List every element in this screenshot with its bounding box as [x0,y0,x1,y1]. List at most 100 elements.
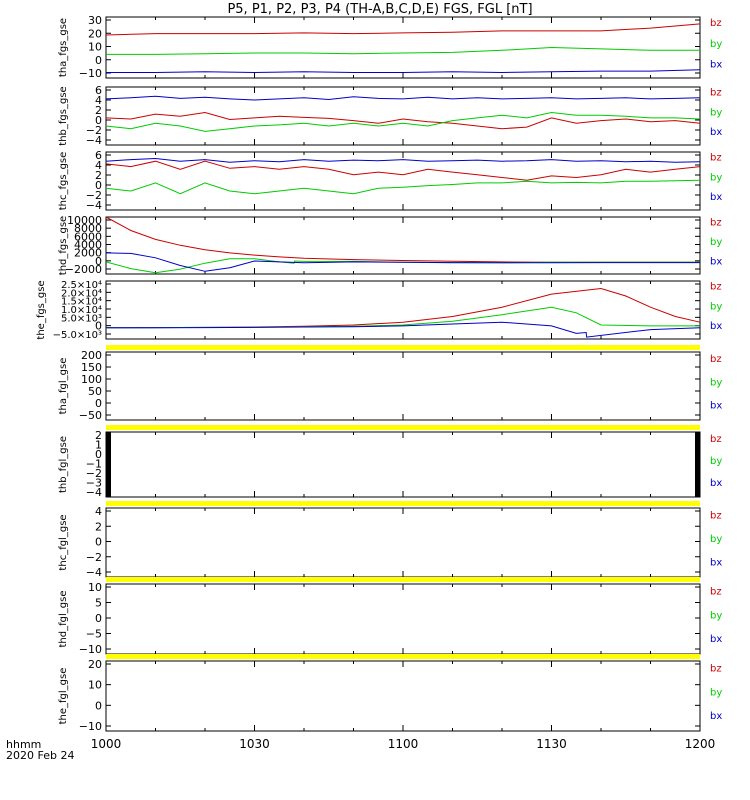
legend-bz: bz [710,18,722,29]
panel-frame [105,583,701,655]
y-tick-label: −2 [86,189,102,202]
edge-block [106,432,111,497]
series-bz [105,287,701,329]
legend-by: by [710,456,722,467]
no-data-bar [106,425,700,430]
legend-by: by [710,39,722,50]
y-tick-label: −10 [79,720,102,733]
x-tick-label: 1130 [536,737,567,751]
series-bz [105,111,701,130]
legend-by: by [710,107,722,118]
y-tick-label: 0 [95,536,102,549]
series-bx [105,321,701,338]
y-tick-label: 20 [88,658,102,671]
legend-bx: bx [710,60,722,71]
y-tick-label: 10000 [67,214,102,227]
legend-by: by [710,610,722,621]
y-axis-label: the_fgs_gse [36,280,47,339]
y-axis-label: thb_fgl_gse [58,436,69,493]
panel-frame [105,351,701,421]
legend-bz: bz [710,664,722,675]
panel-thc_fgl_gse: 4 2 0 −2 −4 thc_fgl_gse bz by bx [58,501,722,579]
panel-the_fgs_gse: 2.5×10⁴2.0×10⁴1.5×10⁴1.0×10⁴5.0×10³0−5.0… [36,280,722,341]
legend-bz: bz [710,218,722,229]
panel-frame [105,431,701,498]
legend-bz: bz [710,510,722,521]
x-tick-label: 1030 [239,737,270,751]
y-tick-label: 2 [95,520,102,533]
legend-bx: bx [710,711,722,722]
y-tick-label: −10 [79,643,102,656]
y-tick-label: 6000 [74,230,102,243]
y-axis-label: thc_fgs_gse [58,152,69,211]
y-axis-label: tha_fgl_gse [58,358,69,415]
legend-bx: bx [710,127,722,138]
legend-bx: bx [710,634,722,645]
no-data-bar [106,501,700,506]
y-axis-label: thb_fgs_gse [58,86,69,145]
y-tick-label: 1 [95,439,102,452]
legend-bz: bz [710,434,722,445]
x-tick-label: 1100 [388,737,419,751]
legend-bz: bz [710,587,722,598]
no-data-bar [106,345,700,350]
legend-bz: bz [710,153,722,164]
y-tick-label: −2 [86,467,102,480]
y-tick-label: 1.0×10⁴ [61,305,102,316]
y-tick-label: 4 [95,94,102,107]
y-tick-label: 0 [95,255,102,268]
series-by [105,306,700,329]
y-tick-label: −50 [79,409,102,422]
legend-bz: bz [710,88,722,99]
y-tick-label: −3 [86,477,102,490]
y-tick-label: −4 [86,199,102,212]
series-bx [105,157,701,163]
y-tick-label: 1.5×10⁴ [61,297,102,308]
y-tick-label: −2000 [65,263,102,276]
y-tick-label: 4 [95,159,102,172]
y-tick-label: 0 [95,54,102,67]
y-axis-label: tha_fgs_gse [58,18,69,77]
series-bx [106,69,701,74]
y-tick-label: 10 [88,679,102,692]
y-tick-label: −5 [86,628,102,641]
panel-frame [105,660,701,732]
legend-bx: bx [710,557,722,568]
date-label: 2020 Feb 24 [6,749,74,762]
no-data-bar [106,577,700,582]
y-tick-label: 0 [95,320,102,333]
y-tick-label: 0 [95,397,102,410]
legend-bx: bx [710,192,722,203]
y-axis-label: thd_fgl_gse [58,591,69,648]
series-bz [105,160,701,181]
y-tick-label: 8000 [74,222,102,235]
legend-bz: bz [710,354,722,365]
series-by [106,46,700,55]
y-tick-label: −2 [86,124,102,137]
x-tick-label: 1000 [91,737,122,751]
y-tick-label: −10 [79,67,102,80]
y-tick-label: −2 [86,551,102,564]
series-by [105,111,701,132]
y-tick-label: 5.0×10³ [61,313,102,324]
panel-frame [105,16,701,79]
y-tick-label: 100 [81,373,102,386]
panel-the_fgl_gse: 20 10 0 −10 the_fgl_gse bz by bx [58,654,722,733]
y-tick-label: 30 [88,14,102,27]
y-tick-label: 2 [95,429,102,442]
y-tick-label: −4 [86,566,102,579]
legend-bx: bx [710,256,722,267]
y-tick-label: 150 [81,361,102,374]
series-by [105,179,701,195]
y-tick-label: −4 [86,134,102,147]
panel-thb_fgl_gse: 210−1−2−3−4 thb_fgl_gse bz by bx [58,425,722,499]
series-bx [105,95,701,101]
edge-block [695,432,700,497]
